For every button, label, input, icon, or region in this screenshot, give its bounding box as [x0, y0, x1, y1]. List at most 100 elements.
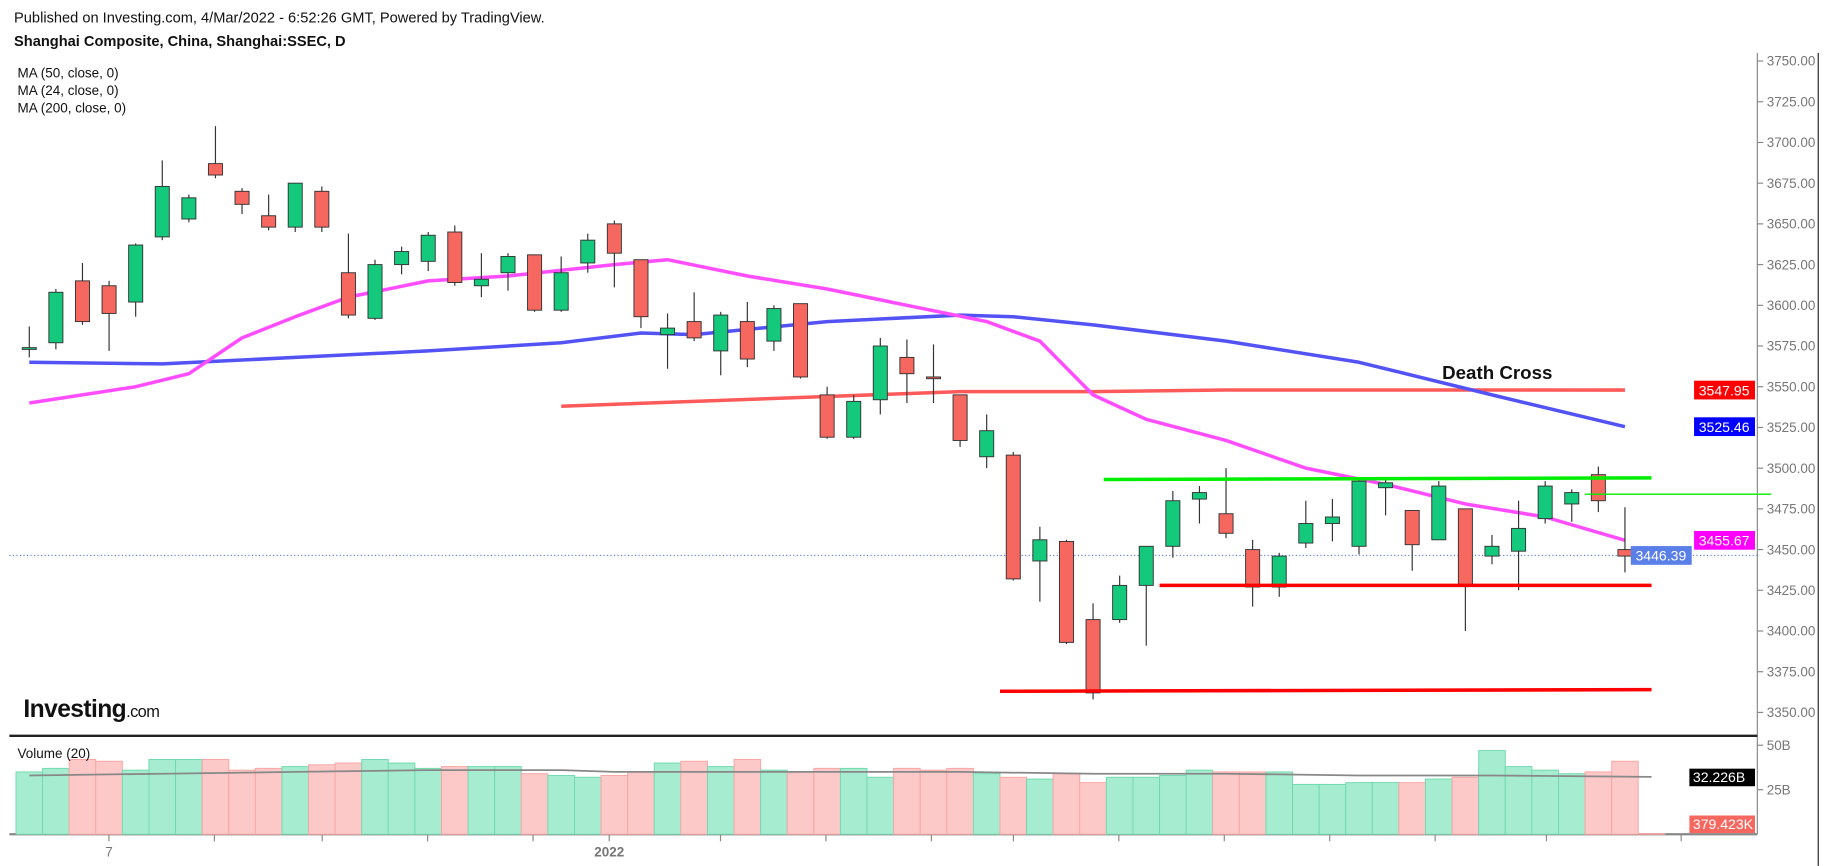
volume-bar	[175, 758, 203, 835]
volume-bar	[999, 776, 1028, 835]
candle-down	[207, 163, 223, 176]
candle-up	[128, 244, 144, 303]
volume-bar	[1584, 771, 1613, 835]
volume-bar	[1451, 776, 1480, 835]
candle-up	[1138, 545, 1154, 586]
y-tick-label: 3675.00	[1767, 176, 1816, 191]
symbol-title: Shanghai Composite, China, Shanghai:SSEC…	[14, 34, 346, 50]
volume-bar	[414, 767, 442, 835]
price-tag-label: 3525.46	[1699, 419, 1750, 435]
volume-bar	[600, 775, 629, 835]
y-tick-label: 3725.00	[1767, 94, 1816, 109]
volume-bar	[1212, 771, 1240, 835]
volume-bar	[1504, 766, 1533, 835]
y-tick-label: 3375.00	[1767, 664, 1816, 679]
candle-down	[261, 215, 277, 228]
candle-up	[420, 234, 436, 262]
candle-up	[1298, 523, 1314, 544]
y-tick-label: 3650.00	[1767, 217, 1816, 232]
candle-down	[74, 280, 90, 323]
volume-bar	[334, 762, 363, 835]
volume-bar	[281, 766, 309, 835]
candle-down	[527, 254, 543, 311]
volume-bar	[786, 771, 815, 835]
price-tag	[1694, 380, 1755, 400]
ma50-line	[29, 313, 1626, 429]
candle-up	[1564, 492, 1580, 505]
volume-bar	[1478, 750, 1506, 835]
volume-bar	[1345, 782, 1373, 835]
candle-down	[1617, 549, 1633, 557]
volume-bar	[42, 767, 70, 835]
candle-up	[553, 272, 569, 311]
volume-bar	[1611, 760, 1639, 835]
volume-bar	[1557, 773, 1586, 835]
volume-bar	[1398, 782, 1426, 835]
volume-bar	[148, 758, 177, 835]
y-tick-label: 3500.00	[1767, 461, 1816, 476]
volume-bar	[1079, 782, 1107, 835]
y-tick-label: 3450.00	[1767, 542, 1816, 557]
volume-bar	[946, 767, 974, 835]
candle-up	[1271, 555, 1287, 588]
candle-up	[154, 185, 170, 238]
volume-bar	[1052, 773, 1081, 835]
candle-up	[1191, 492, 1207, 500]
volume-tick-label: 50B	[1767, 738, 1791, 753]
volume-bar	[653, 762, 682, 835]
candle-up	[580, 239, 596, 264]
volume-bar	[1425, 778, 1453, 835]
volume-bar	[839, 767, 868, 835]
legend-ma200: MA (200, close, 0)	[18, 101, 127, 116]
candle-up	[660, 327, 676, 336]
candle-down	[606, 223, 622, 254]
volume-bar	[467, 766, 496, 835]
volume-bar	[1132, 776, 1161, 835]
volume-bar	[706, 766, 735, 835]
volume-bar	[1531, 769, 1559, 835]
candle-up	[21, 347, 37, 350]
candle-up	[1511, 527, 1527, 552]
x-tick-label: 7	[105, 845, 113, 860]
volume-bar	[441, 766, 469, 835]
y-tick-label: 3575.00	[1767, 339, 1816, 354]
candle-up	[1431, 485, 1447, 541]
candle-up	[1484, 545, 1500, 557]
volume-tag	[1689, 768, 1755, 787]
candle-down	[1245, 549, 1261, 588]
volume-bar	[574, 776, 602, 835]
candle-down	[1457, 508, 1473, 586]
volume-bar	[494, 766, 522, 835]
y-tick-label: 3600.00	[1767, 298, 1816, 313]
volume-bar	[547, 775, 575, 835]
volume-tag	[1689, 815, 1755, 834]
volume-title: Volume (20)	[18, 746, 91, 761]
price-tag-label: 3446.39	[1635, 548, 1686, 564]
candle-down	[340, 272, 356, 316]
candle-down	[447, 231, 463, 283]
volume-bar	[1318, 783, 1347, 835]
trend-line	[1103, 476, 1652, 482]
y-tick-label: 3625.00	[1767, 257, 1816, 272]
volume-bar	[95, 760, 123, 835]
candle-down	[633, 259, 649, 318]
ma200-line	[561, 388, 1625, 409]
legend-ma24: MA (24, close, 0)	[18, 83, 119, 98]
volume-bar	[919, 769, 948, 835]
volume-bar	[308, 764, 336, 835]
candle-up	[713, 314, 729, 352]
volume-tag-label: 32.226B	[1693, 769, 1745, 785]
candle-up	[979, 430, 995, 458]
legend-ma50: MA (50, close, 0)	[18, 65, 119, 80]
volume-bar	[387, 762, 416, 835]
volume-bar	[1026, 778, 1054, 835]
candle-down	[314, 190, 330, 228]
candle-up	[1537, 485, 1553, 520]
price-tag-label: 3455.67	[1699, 533, 1750, 549]
candle-up	[872, 345, 888, 401]
candle-down	[1005, 454, 1021, 580]
volume-bar	[228, 769, 256, 835]
y-tick-label: 3550.00	[1767, 379, 1816, 394]
volume-bar	[893, 767, 921, 835]
